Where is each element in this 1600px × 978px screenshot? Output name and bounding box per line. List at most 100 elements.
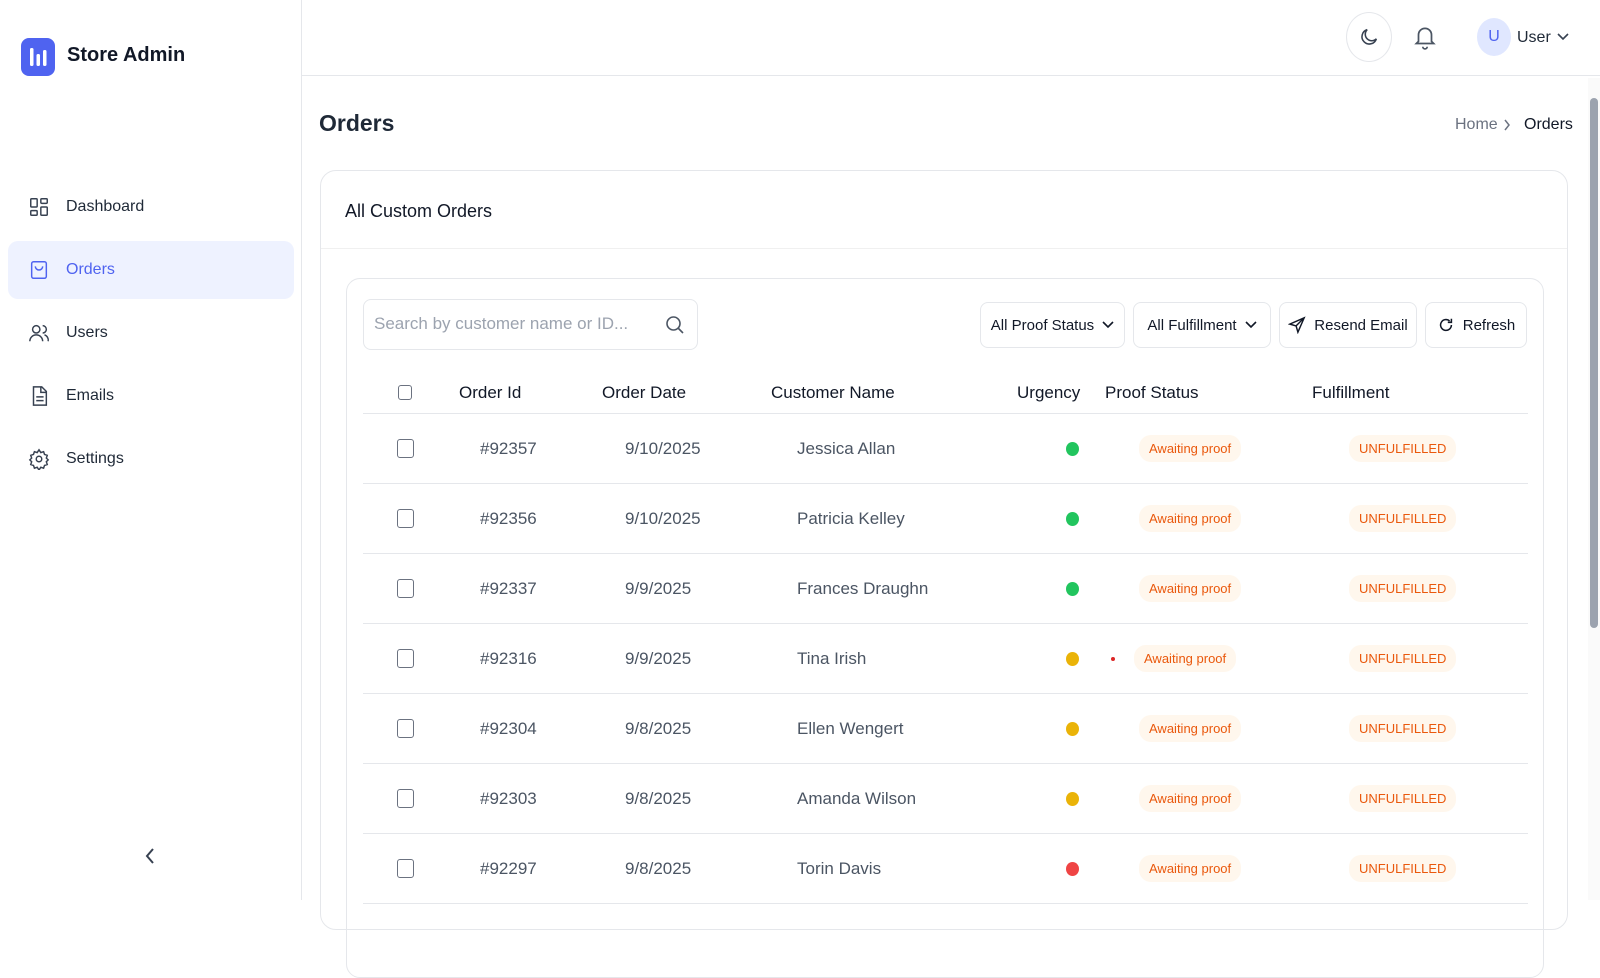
collapse-button[interactable]	[142, 846, 158, 866]
sidebar: Store Admin Dashboard Orders Users Emails Se…	[0, 0, 302, 900]
cell	[1066, 554, 1079, 623]
row-checkbox[interactable]	[397, 649, 414, 668]
theme-toggle[interactable]	[1346, 12, 1392, 62]
divider	[321, 248, 1567, 249]
row-checkbox[interactable]	[397, 509, 414, 528]
column-header: Customer Name	[771, 382, 895, 402]
urgency-dot	[1066, 581, 1079, 596]
row-checkbox[interactable]	[397, 579, 414, 598]
column-header: Urgency	[1017, 382, 1081, 402]
fulfillment-badge: UNFULFILLED	[1349, 645, 1457, 672]
proof-status-badge: Awaiting proof	[1139, 785, 1242, 812]
nav-label: Users	[66, 324, 108, 341]
resend-email-button[interactable]: Resend Email	[1279, 302, 1417, 348]
row-checkbox[interactable]	[397, 859, 414, 878]
cell	[397, 764, 414, 833]
avatar[interactable]: U	[1477, 18, 1511, 56]
order-row[interactable]: #92304 9/8/2025 Ellen Wengert Awaiting proo…	[363, 694, 1528, 764]
nav-item[interactable]: Orders	[8, 241, 294, 299]
cell	[397, 624, 414, 693]
chevron	[1102, 321, 1114, 329]
cell	[397, 414, 414, 483]
order-id: #92316	[480, 648, 537, 668]
order-row[interactable]: #92303 9/8/2025 Amanda Wilson Awaiting proo…	[363, 764, 1528, 834]
cell	[397, 554, 414, 623]
cell: UNFULFILLED	[1349, 414, 1457, 483]
chevron	[1557, 33, 1569, 41]
search-input[interactable]: Search by customer name or ID...	[363, 299, 698, 350]
fulfillment-badge: UNFULFILLED	[1349, 715, 1457, 742]
user-menu[interactable]: User	[1517, 29, 1551, 46]
proof-status-badge: Awaiting proof	[1139, 435, 1242, 462]
order-row[interactable]: #92357 9/10/2025 Jessica Allan Awaiting pro…	[363, 414, 1528, 484]
bell-icon[interactable]	[1412, 22, 1438, 52]
nav-label: Dashboard	[66, 198, 145, 215]
brand: Store Admin	[67, 44, 186, 66]
order-date: 9/8/2025	[625, 718, 692, 738]
urgency-dot	[1066, 861, 1079, 876]
logo-icon	[30, 48, 47, 66]
scrollbar[interactable]	[1588, 78, 1600, 900]
logo	[21, 38, 55, 76]
urgency-dot	[1066, 441, 1079, 456]
row-checkbox[interactable]	[397, 439, 414, 458]
cell	[397, 484, 414, 553]
select-all[interactable]	[398, 385, 412, 400]
label: All Fulfillment	[1147, 316, 1237, 334]
order-row[interactable]: #92337 9/9/2025 Frances Draughn Awaiting pr…	[363, 554, 1528, 624]
column-header: Order Date	[602, 382, 687, 402]
customer-name: Torin Davis	[797, 858, 882, 878]
proof-alert-dot	[1111, 656, 1115, 661]
row-checkbox[interactable]	[397, 789, 414, 808]
label: Refresh	[1462, 316, 1516, 334]
cell: UNFULFILLED	[1349, 764, 1457, 833]
cell	[397, 834, 414, 903]
urgency-dot	[1066, 791, 1079, 806]
cell: Awaiting proof	[1139, 414, 1242, 483]
order-date: 9/8/2025	[625, 788, 692, 808]
breadcrumb-current: Orders	[1524, 116, 1573, 133]
label: All Proof Status	[990, 316, 1095, 334]
proof-status-badge: Awaiting proof	[1134, 645, 1237, 672]
nav-item[interactable]: Users	[8, 304, 294, 362]
order-row[interactable]: #92297 9/8/2025 Torin Davis Awaiting proof U…	[363, 834, 1528, 904]
nav-icon	[30, 261, 48, 279]
nav-label: Settings	[66, 450, 124, 467]
cell	[1066, 764, 1079, 833]
fulfillment-badge: UNFULFILLED	[1349, 785, 1457, 812]
cell: UNFULFILLED	[1349, 484, 1457, 553]
scroll-thumb[interactable]	[1590, 98, 1598, 628]
cell: Awaiting proof	[1139, 834, 1242, 903]
fulfillment-filter[interactable]: All Fulfillment	[1133, 302, 1271, 348]
column-header: Fulfillment	[1312, 382, 1390, 402]
customer-name: Patricia Kelley	[797, 508, 905, 528]
order-row[interactable]: #92316 9/9/2025 Tina Irish Awaiting proof UN…	[363, 624, 1528, 694]
nav-item[interactable]: Settings	[8, 430, 294, 488]
nav-icon	[29, 324, 50, 342]
nav-item[interactable]: Dashboard	[8, 178, 294, 236]
cell: Awaiting proof	[1139, 694, 1242, 763]
cell	[1066, 484, 1079, 553]
column-header: Proof Status	[1105, 382, 1199, 402]
card-title: All Custom Orders	[345, 201, 493, 221]
order-id: #92337	[480, 578, 537, 598]
customer-name: Ellen Wengert	[797, 718, 904, 738]
order-row[interactable]: #92356 9/10/2025 Patricia Kelley Awaiting p…	[363, 484, 1528, 554]
order-date: 9/9/2025	[625, 578, 692, 598]
cell: UNFULFILLED	[1349, 694, 1457, 763]
cell: UNFULFILLED	[1349, 624, 1457, 693]
cell	[1066, 414, 1079, 483]
order-date: 9/10/2025	[625, 508, 701, 528]
cell: Awaiting proof	[1111, 624, 1237, 693]
order-id: #92297	[480, 858, 537, 878]
breadcrumb-home[interactable]: Home	[1455, 116, 1498, 133]
orders-card: All Custom Orders Search by customer nam…	[320, 170, 1568, 978]
row-checkbox[interactable]	[397, 719, 414, 738]
refresh-button[interactable]: Refresh	[1425, 302, 1527, 348]
nav-label: Orders	[66, 261, 115, 278]
nav-item[interactable]: Emails	[8, 367, 294, 425]
proof-filter[interactable]: All Proof Status	[980, 302, 1125, 348]
refresh-icon	[1439, 318, 1452, 332]
top-bar: U User	[302, 0, 1600, 76]
urgency-dot	[1066, 721, 1079, 736]
